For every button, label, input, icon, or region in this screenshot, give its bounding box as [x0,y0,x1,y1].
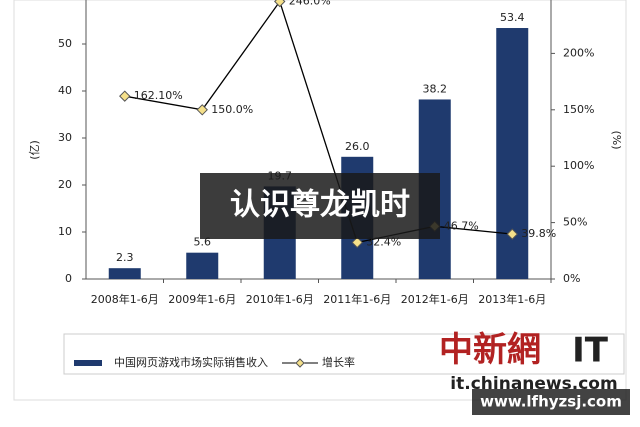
y-tick-label: 50 [58,37,72,50]
x-tick-label: 2012年1-6月 [401,292,469,306]
line-value-label: 246.0% [289,0,331,8]
line-value-label: 162.10% [134,89,183,102]
banner-text: 认识尊龙凯时 [230,188,410,223]
x-tick-label: 2008年1-6月 [91,292,159,306]
y-tick-label: 20 [58,178,72,191]
growth-line [124,0,513,244]
y2-tick-label: 150% [563,103,594,116]
bar [108,268,141,279]
line-value-label: 39.8% [521,227,556,240]
legend-frame [63,333,625,375]
y2-tick-label: 100% [563,159,594,172]
bar-value-label: 38.2 [423,82,448,95]
y-tick-label: 60 [58,0,72,3]
y-tick-label: 0 [65,272,72,285]
watermark: www.lfhyzsj.com [480,393,622,411]
logo-it: IT [572,331,609,371]
growth-marker [351,236,363,249]
bar [186,252,219,279]
legend-label: 中国网页游戏市场实际销售收入 [114,355,268,369]
x-tick-label: 2010年1-6月 [246,292,314,306]
bar-value-label: 53.4 [500,11,525,24]
legend-marker [295,358,305,368]
legend-label: 增长率 [322,355,355,369]
y2-axis-label: (%) [610,130,623,149]
growth-marker [506,228,518,240]
y-tick-label: 30 [58,131,72,144]
x-tick-label: 2011年1-6月 [323,292,391,306]
y-axis-label: (亿) [28,140,41,160]
y-tick-label: 10 [58,225,72,238]
logo: 中新網 [439,330,541,370]
y2-tick-label: 50% [563,216,587,229]
y2-tick-label: 200% [563,46,594,59]
bar-value-label: 2.3 [116,251,134,264]
y2-tick-label: 250% [563,0,594,3]
watermark-box [472,389,630,415]
growth-marker [119,90,131,102]
line-value-label: 46.7% [444,219,479,232]
growth-marker [196,104,208,116]
x-tick-label: 2009年1-6月 [168,292,236,306]
legend-swatch [74,360,102,366]
x-tick-label: 2013年1-6月 [478,292,546,306]
line-value-label: 150.0% [211,103,253,116]
banner-box [200,173,440,239]
growth-marker [274,0,286,8]
bar-value-label: 26.0 [345,140,370,153]
bar [496,28,529,279]
y-tick-label: 40 [58,84,72,97]
y2-tick-label: 0% [563,272,580,285]
